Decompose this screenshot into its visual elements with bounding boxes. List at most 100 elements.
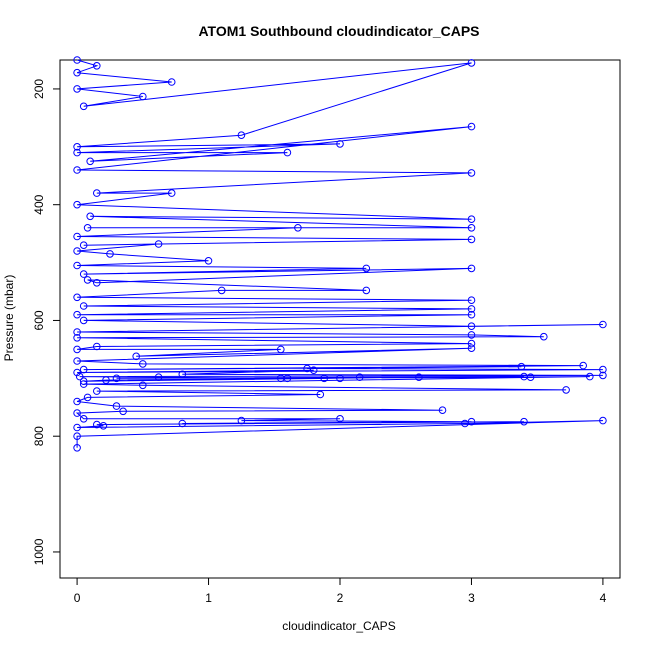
x-tick-label: 1 [205, 591, 212, 605]
series-line [75, 59, 603, 448]
data-point [99, 422, 108, 430]
data-point [526, 373, 535, 382]
y-tick-label: 200 [32, 79, 46, 99]
data-point [73, 444, 81, 452]
data-point [467, 169, 476, 177]
data-point [73, 56, 81, 64]
y-tick-label: 1000 [32, 538, 46, 565]
x-tick-label: 3 [468, 591, 475, 605]
data-point [73, 310, 81, 319]
data-point [73, 328, 81, 336]
data-point [599, 365, 607, 374]
series-points [73, 56, 607, 452]
data-point [467, 322, 476, 331]
data-point [362, 286, 371, 295]
data-point [73, 261, 81, 270]
data-point [562, 386, 570, 394]
y-axis-label: Pressure (mbar) [2, 275, 16, 362]
x-tick-label: 4 [600, 591, 607, 605]
x-axis-label: cloudindicator_CAPS [282, 619, 395, 633]
data-point [467, 215, 476, 223]
data-point [112, 374, 121, 383]
data-point [79, 377, 88, 386]
data-point [93, 279, 101, 287]
data-point [106, 250, 114, 258]
data-point [73, 432, 81, 441]
data-point [83, 393, 92, 402]
chart-title: ATOM1 Southbound cloudindicator_CAPS [198, 23, 479, 39]
y-tick-label: 600 [32, 310, 46, 330]
data-point [320, 374, 329, 383]
data-point [79, 380, 88, 388]
data-point [167, 78, 176, 86]
data-point [79, 241, 88, 249]
data-point [73, 166, 81, 174]
y-tick-label: 800 [32, 426, 46, 446]
data-point [586, 372, 594, 381]
data-point [75, 372, 84, 381]
data-point [415, 373, 423, 382]
data-point [93, 62, 101, 70]
data-point [599, 371, 607, 380]
data-point [517, 362, 526, 371]
data-point [154, 240, 163, 248]
x-tick-label: 0 [74, 591, 81, 605]
data-point [79, 415, 88, 423]
data-point [139, 92, 147, 101]
data-point [93, 189, 101, 197]
data-point [438, 406, 447, 415]
x-tick-label: 2 [337, 591, 344, 605]
data-point [467, 310, 476, 319]
data-point [73, 357, 81, 365]
data-point [73, 85, 81, 93]
data-point [139, 360, 147, 368]
data-point [73, 148, 81, 157]
data-point [93, 342, 101, 351]
data-point [237, 131, 246, 139]
data-point [362, 264, 371, 273]
data-point [467, 296, 476, 305]
data-point [283, 374, 292, 383]
data-point [79, 302, 88, 310]
data-point [93, 387, 101, 395]
data-point [467, 264, 476, 273]
data-point [540, 332, 548, 341]
data-point [237, 416, 246, 425]
data-point [467, 224, 476, 232]
data-point [467, 122, 476, 131]
data-point [467, 59, 476, 67]
y-tick-label: 400 [32, 194, 46, 214]
data-point [132, 352, 140, 361]
data-point [112, 402, 121, 410]
data-point [599, 416, 607, 425]
data-point [467, 305, 476, 313]
data-point [467, 331, 476, 339]
data-point [83, 224, 92, 232]
data-point [86, 157, 94, 166]
data-point [294, 224, 302, 232]
data-point [336, 140, 344, 148]
data-point [467, 344, 476, 353]
data-point [467, 339, 476, 348]
data-point [119, 407, 127, 416]
data-point [86, 212, 94, 221]
data-point [461, 419, 469, 428]
data-point [79, 365, 88, 374]
data-point [217, 286, 226, 295]
data-point [73, 293, 81, 302]
data-point [178, 419, 187, 428]
data-point [599, 320, 607, 329]
data-point [79, 102, 88, 111]
data-point [73, 68, 81, 77]
data-point [73, 200, 81, 209]
data-point [73, 368, 81, 377]
data-point [355, 373, 364, 382]
plot-area-frame [59, 59, 621, 579]
data-point [79, 316, 88, 325]
data-point [520, 417, 528, 426]
y-axis: 200 400 600 800 1000 [32, 79, 61, 565]
data-point [178, 370, 187, 379]
data-point [154, 373, 163, 382]
data-point [73, 247, 81, 255]
